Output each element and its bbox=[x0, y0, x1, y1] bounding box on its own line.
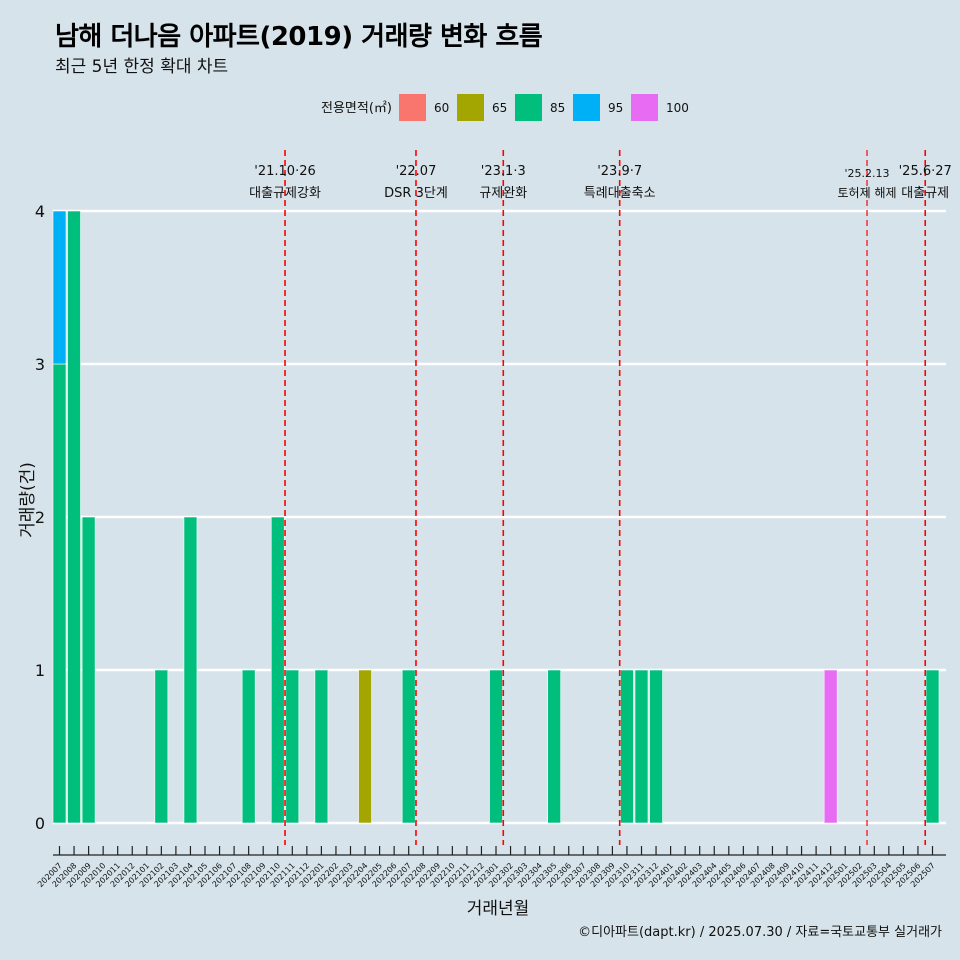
legend-label-100: 100 bbox=[666, 101, 689, 115]
bar-202204-65 bbox=[358, 669, 372, 824]
chart-title: 남해 더나음 아파트(2019) 거래량 변화 흐름 bbox=[55, 22, 543, 52]
bar-202201-85 bbox=[314, 669, 329, 824]
bar-202104-85 bbox=[183, 516, 198, 824]
legend-label-60: 60 bbox=[434, 101, 449, 115]
annotation-date: '22.07 bbox=[396, 164, 437, 179]
bar-202207-85 bbox=[401, 669, 416, 824]
bar-202007-85 bbox=[52, 363, 67, 824]
chart-subtitle: 최근 5년 한정 확대 차트 bbox=[55, 57, 229, 77]
annotation-date: '21.10·26 bbox=[254, 164, 315, 179]
y-tick-label: 2 bbox=[35, 508, 45, 527]
legend-swatch-95 bbox=[573, 94, 600, 121]
legend-swatch-100 bbox=[631, 94, 658, 121]
legend-swatch-65 bbox=[457, 94, 484, 121]
legend-label-95: 95 bbox=[608, 101, 623, 115]
source-caption: ©디아파트(dapt.kr) / 2025.07.30 / 자료=국토교통부 실… bbox=[578, 925, 942, 940]
legend-label-85: 85 bbox=[550, 101, 565, 115]
annotation-date: '23.9·7 bbox=[597, 164, 642, 179]
legend-swatch-85 bbox=[515, 94, 542, 121]
legend-label-65: 65 bbox=[492, 101, 507, 115]
bar-202507-85 bbox=[925, 669, 940, 824]
bar-202111-85 bbox=[285, 669, 300, 824]
annotation-label: 토허제 해제 bbox=[838, 186, 897, 200]
annotation-label: DSR 3단계 bbox=[384, 186, 448, 201]
legend-title: 전용면적(㎡) bbox=[321, 101, 392, 116]
bar-202108-85 bbox=[241, 669, 256, 824]
bar-202301-85 bbox=[489, 669, 503, 824]
legend-swatch-60 bbox=[399, 94, 426, 121]
bar-202412-100 bbox=[823, 669, 838, 824]
annotation-label: 대출규제 bbox=[901, 186, 949, 201]
bar-202008-85 bbox=[67, 210, 81, 824]
bar-202007-95 bbox=[52, 210, 67, 365]
bar-202009-85 bbox=[81, 516, 96, 824]
annotation-label: 규제완화 bbox=[479, 186, 527, 201]
bar-202312-85 bbox=[649, 669, 663, 824]
x-axis-title: 거래년월 bbox=[467, 899, 530, 919]
annotation-label: 특례대출축소 bbox=[584, 186, 656, 201]
y-tick-label: 1 bbox=[35, 661, 45, 680]
bar-202310-85 bbox=[620, 669, 634, 824]
annotation-date: '25.6·27 bbox=[899, 164, 952, 179]
bar-202102-85 bbox=[154, 669, 169, 824]
annotation-date: '25.2.13 bbox=[845, 167, 890, 180]
bar-202305-85 bbox=[547, 669, 562, 824]
y-axis-title: 거래량(건) bbox=[18, 462, 38, 538]
y-tick-label: 3 bbox=[35, 355, 45, 374]
bar-202110-85 bbox=[270, 516, 285, 824]
y-tick-label: 4 bbox=[35, 202, 45, 221]
bar-202311-85 bbox=[634, 669, 649, 824]
annotation-label: 대출규제강화 bbox=[249, 186, 321, 201]
annotation-date: '23.1·3 bbox=[481, 164, 526, 179]
y-tick-label: 0 bbox=[35, 814, 45, 833]
